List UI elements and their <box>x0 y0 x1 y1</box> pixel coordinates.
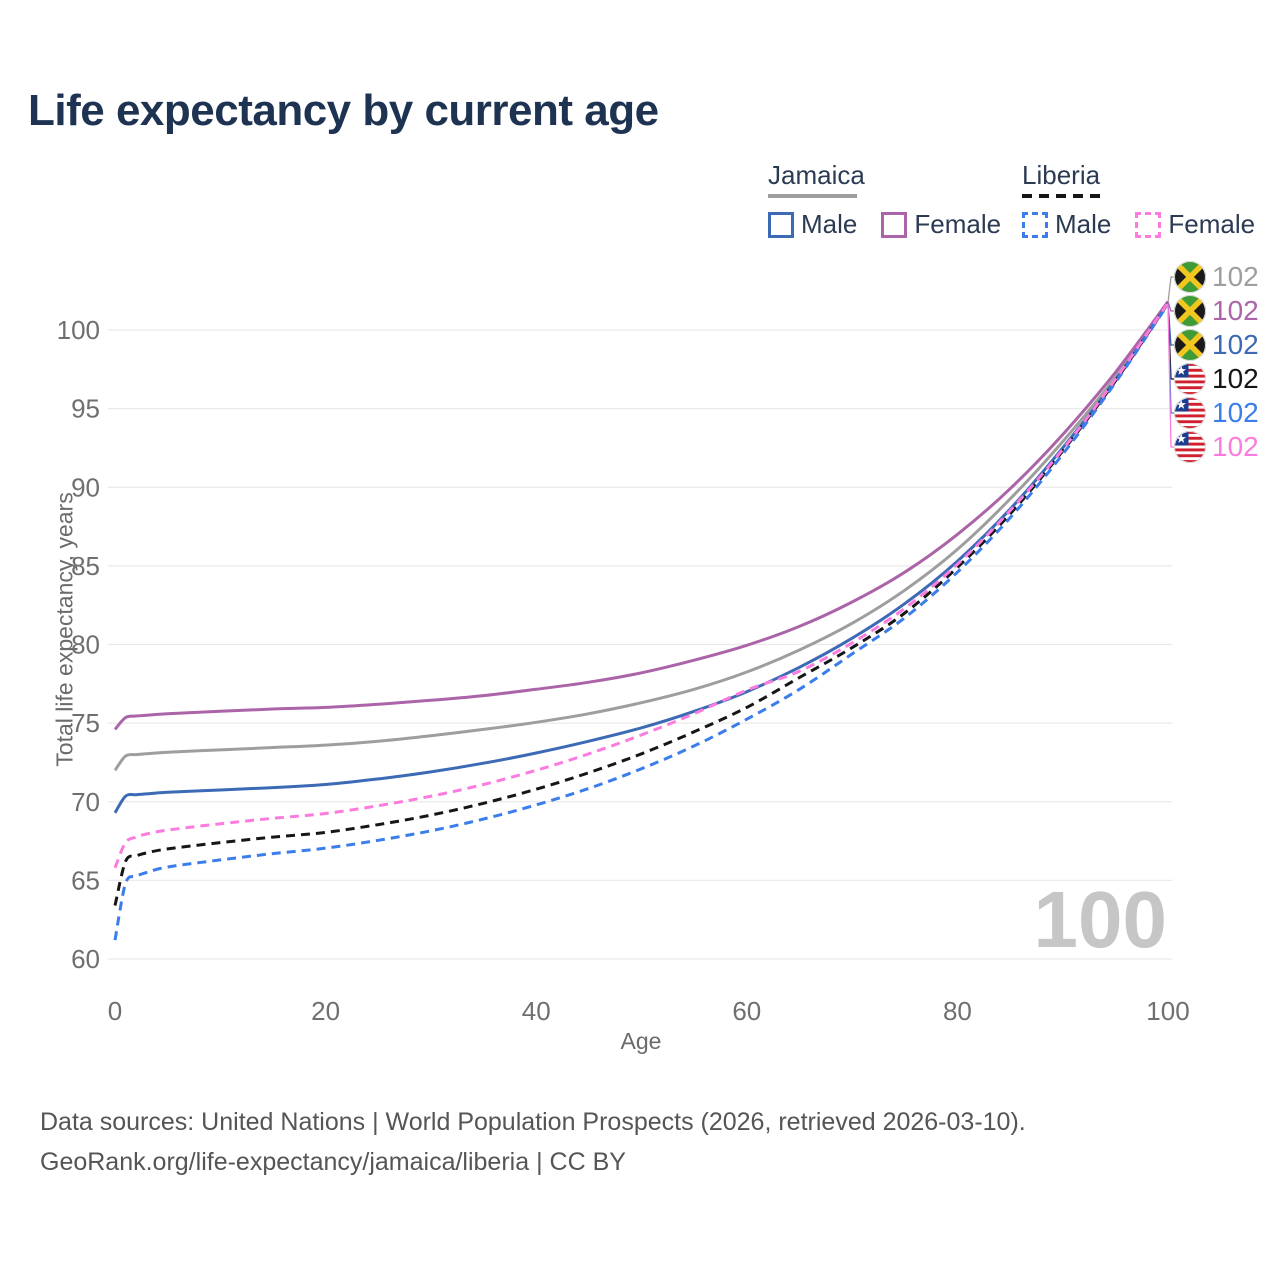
end-value: 102 <box>1212 363 1259 394</box>
end-label-liberia-female: 102 <box>1174 431 1259 463</box>
end-label-liberia-male: 102 <box>1174 397 1259 429</box>
page-title: Life expectancy by current age <box>28 86 659 135</box>
liberia-female-swatch-icon <box>1135 211 1162 238</box>
legend-item-jamaica-male[interactable]: Male <box>768 209 857 240</box>
legend-item-liberia-male[interactable]: Male <box>1022 209 1111 240</box>
series-line-jamaica-total[interactable] <box>113 301 1170 772</box>
x-axis-title: Age <box>620 1028 662 1054</box>
legend-item-liberia-female[interactable]: Female <box>1135 209 1255 240</box>
y-tick-label: 95 <box>71 394 100 424</box>
series-line-liberia-total[interactable] <box>113 302 1170 906</box>
y-tick-label: 90 <box>71 472 100 502</box>
x-tick-label: 100 <box>1146 996 1189 1026</box>
liberia-flag-icon <box>1174 397 1206 429</box>
legend-item-label: Female <box>1168 209 1256 239</box>
jamaica-flag-icon <box>1174 295 1206 327</box>
legend-item-label: Male <box>801 209 858 239</box>
jamaica-flag-icon <box>1174 261 1206 293</box>
end-label-jamaica-male: 102 <box>1174 329 1259 361</box>
chart-legend: Jamaica Male Female Liberia Male <box>0 160 1280 250</box>
liberia-dashed-line-icon <box>1022 194 1103 198</box>
footer-attribution: GeoRank.org/life-expectancy/jamaica/libe… <box>40 1148 626 1176</box>
end-value: 102 <box>1212 261 1259 292</box>
x-tick-label: 60 <box>732 996 761 1026</box>
legend-country-jamaica: Jamaica <box>768 160 865 190</box>
y-tick-label: 70 <box>71 787 100 817</box>
liberia-flag-icon <box>1174 363 1206 395</box>
end-value: 102 <box>1212 295 1259 326</box>
end-label-jamaica-female: 102 <box>1174 295 1259 327</box>
age-counter-watermark: 100 <box>1033 875 1167 964</box>
y-tick-label: 60 <box>71 944 100 974</box>
legend-item-jamaica-female[interactable]: Female <box>881 209 1001 240</box>
jamaica-female-swatch-icon <box>881 211 908 238</box>
end-value: 102 <box>1212 329 1259 360</box>
series-line-liberia-female[interactable] <box>113 302 1170 869</box>
end-value: 102 <box>1212 431 1259 462</box>
end-value: 102 <box>1212 397 1259 428</box>
y-tick-label: 85 <box>71 551 100 581</box>
y-tick-label: 80 <box>71 630 100 660</box>
y-tick-label: 100 <box>57 315 100 345</box>
legend-group-jamaica: Jamaica Male Female <box>768 160 1001 240</box>
liberia-flag-icon <box>1174 431 1206 463</box>
x-tick-label: 80 <box>943 996 972 1026</box>
liberia-male-swatch-icon <box>1022 211 1048 238</box>
end-label-jamaica-total: 102 <box>1174 261 1259 293</box>
legend-country-liberia: Liberia <box>1022 160 1101 190</box>
legend-item-label: Male <box>1055 209 1112 239</box>
series-line-liberia-male[interactable] <box>113 303 1170 941</box>
footer-data-sources: Data sources: United Nations | World Pop… <box>40 1108 1026 1136</box>
y-tick-label: 65 <box>71 865 100 895</box>
x-tick-label: 0 <box>108 996 122 1026</box>
x-tick-label: 20 <box>311 996 340 1026</box>
jamaica-solid-line-icon <box>768 194 857 198</box>
y-tick-label: 75 <box>71 708 100 738</box>
legend-group-liberia: Liberia Male Female <box>1022 160 1255 240</box>
series-line-jamaica-female[interactable] <box>113 300 1170 731</box>
jamaica-flag-icon <box>1174 329 1206 361</box>
end-label-liberia-total: 102 <box>1174 363 1259 395</box>
legend-item-label: Female <box>914 209 1002 239</box>
x-tick-label: 40 <box>522 996 551 1026</box>
jamaica-male-swatch-icon <box>768 211 794 238</box>
